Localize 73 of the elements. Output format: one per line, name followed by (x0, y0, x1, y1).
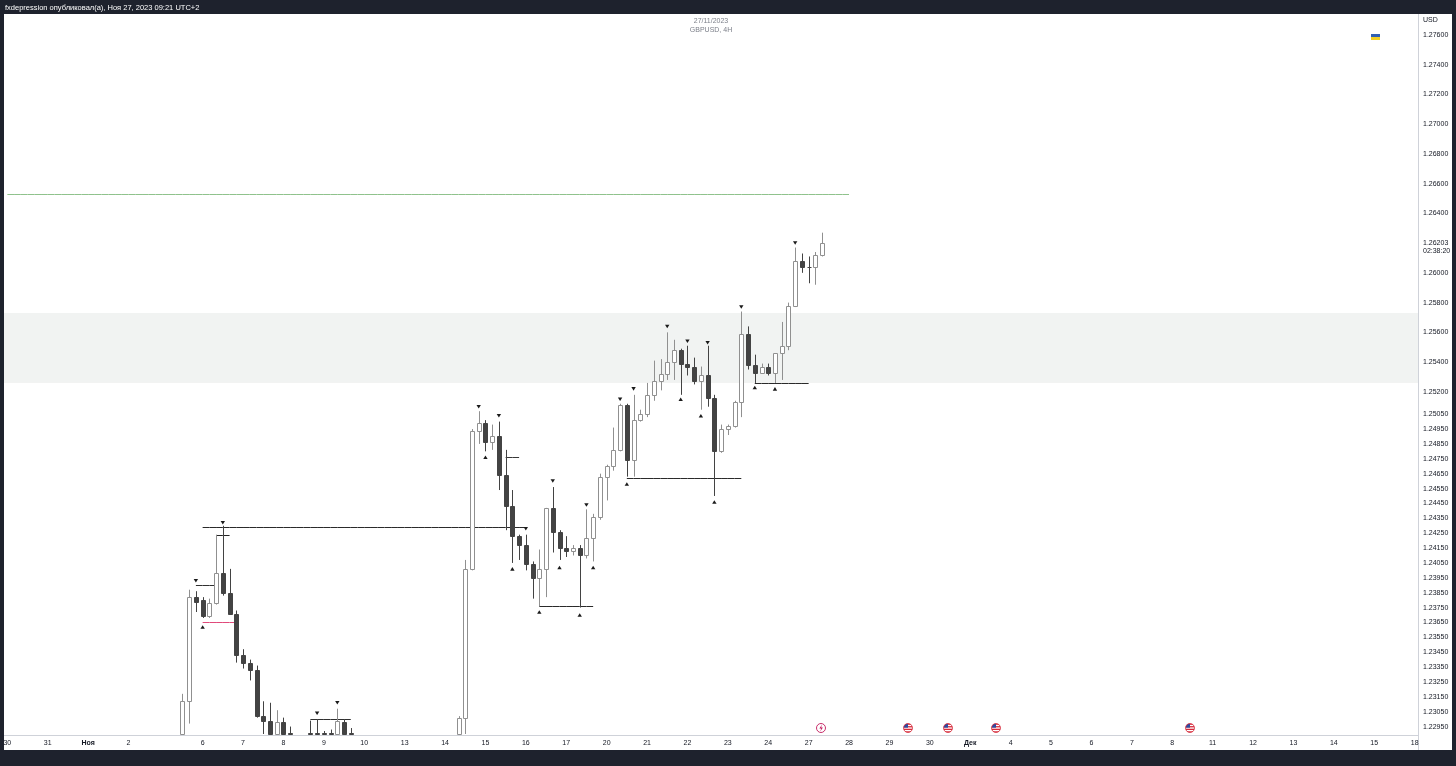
candlestick (214, 534, 219, 606)
candlestick (187, 589, 192, 725)
candlestick (268, 702, 273, 735)
candlestick (477, 410, 482, 445)
point (476, 404, 481, 409)
point (712, 500, 717, 504)
point (335, 701, 340, 705)
point (577, 613, 582, 617)
candlestick (517, 534, 522, 561)
candlestick (578, 544, 583, 609)
candlestick (281, 717, 286, 735)
candlestick (625, 403, 630, 478)
candlestick (699, 366, 704, 411)
candlestick (349, 727, 354, 735)
candlestick (221, 525, 226, 597)
candlestick (760, 363, 765, 375)
candlestick (322, 730, 327, 735)
candlestick (672, 339, 677, 381)
candlestick (820, 232, 825, 257)
point (537, 610, 542, 614)
candlestick (483, 419, 488, 452)
point (200, 625, 205, 629)
candlestick (544, 507, 549, 598)
candlestick (470, 428, 475, 571)
candlestick (308, 720, 313, 735)
candlestick (207, 598, 212, 619)
point (772, 387, 778, 391)
point (631, 387, 636, 391)
point (550, 479, 555, 483)
point (705, 341, 710, 345)
candlestick (490, 424, 495, 451)
candlestick (329, 729, 334, 735)
candlestick (766, 363, 771, 376)
candlestick (571, 544, 576, 556)
point (678, 397, 683, 402)
candlestick (793, 247, 798, 308)
point (510, 567, 515, 571)
candlestick (537, 549, 542, 607)
candlestick (194, 590, 199, 613)
candlestick (275, 709, 280, 735)
candlestick (584, 508, 589, 559)
candlestick (746, 325, 751, 371)
candlestick (645, 382, 650, 418)
candlestick (524, 534, 529, 571)
candlestick (726, 424, 731, 436)
point (624, 482, 630, 486)
candlestick (773, 352, 778, 384)
candlestick (618, 403, 623, 452)
candlestick (652, 360, 657, 402)
candlestick (800, 253, 805, 274)
point (792, 241, 798, 245)
point (739, 305, 744, 309)
candlestick (813, 251, 818, 286)
candlestick (531, 560, 536, 600)
candlestick (335, 708, 340, 735)
candlestick (719, 424, 724, 454)
candlestick (692, 357, 697, 385)
candlestick (342, 718, 347, 735)
point (193, 579, 199, 583)
candlestick (315, 718, 320, 735)
candlestick (551, 486, 556, 554)
candlestick (497, 421, 502, 491)
candlestick (201, 596, 206, 619)
candlestick (248, 659, 253, 681)
candlestick (591, 513, 596, 562)
candlestick (753, 354, 758, 384)
point (314, 711, 320, 715)
candlestick (807, 255, 812, 284)
candlestick (241, 648, 246, 670)
candlestick (288, 726, 293, 735)
candlestick (180, 693, 185, 735)
candlestick (598, 473, 603, 521)
point (584, 503, 589, 507)
